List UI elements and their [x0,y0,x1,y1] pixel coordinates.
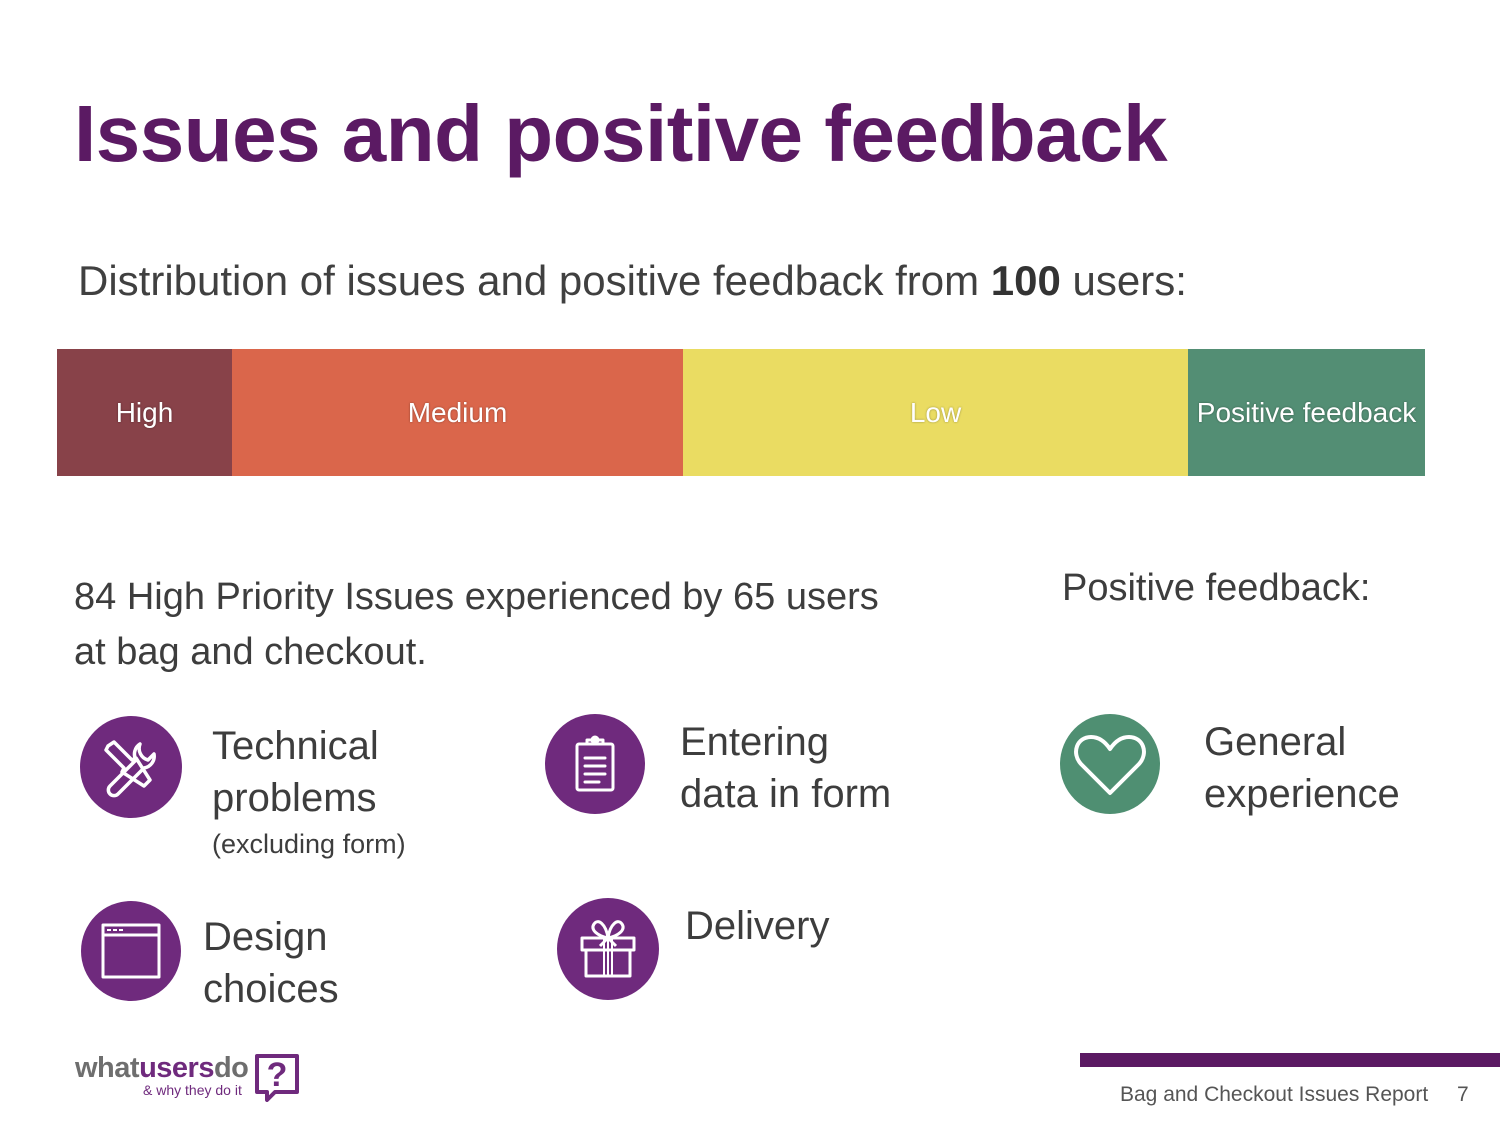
category-entering-data: Entering data in form [680,716,891,820]
brand-tagline: & why they do it [143,1082,242,1098]
segment-low-label: Low [909,396,962,428]
category-technical: Technical problems [212,720,379,824]
category-technical-line2: problems [212,776,377,820]
distribution-bar: High Medium Low Positive feedback [57,349,1425,476]
category-design-line2: choices [203,967,339,1011]
category-general-experience: General experience [1204,716,1400,820]
segment-positive-feedback: Positive feedback [1188,349,1425,476]
category-entering-line2: data in form [680,772,892,816]
browser-window-icon [81,901,181,1001]
subtitle-suffix: users: [1072,257,1187,304]
issues-summary: 84 High Priority Issues experienced by 6… [74,570,1014,680]
heart-icon [1060,714,1160,814]
summary-line-1: 84 High Priority Issues experienced by 6… [74,576,879,618]
segment-high-label: High [115,396,174,428]
wrench-screwdriver-icon [80,716,182,818]
segment-medium: Medium [232,349,683,476]
category-technical-line1: Technical [212,724,379,768]
category-technical-note: (excluding form) [212,829,406,859]
user-count: 100 [990,257,1061,304]
distribution-subtitle: Distribution of issues and positive feed… [78,257,1187,305]
clipboard-icon [545,714,645,814]
category-delivery: Delivery [685,900,829,952]
category-design-line1: Design [203,915,328,959]
positive-feedback-heading: Positive feedback: [1062,567,1371,609]
logo-question-mark-icon: ? [253,1052,301,1102]
page-number: 7 [1457,1083,1469,1106]
category-general-line1: General [1204,720,1347,764]
category-entering-line1: Entering [680,720,829,764]
footer-rule [1080,1053,1500,1067]
logo-do: do [213,1052,249,1084]
footer-report-title: Bag and Checkout Issues Report [1120,1083,1429,1106]
gift-box-icon [557,898,659,1000]
category-general-line2: experience [1204,772,1400,816]
logo-what: what [75,1052,140,1084]
category-design: Design choices [203,911,339,1015]
segment-low: Low [683,349,1188,476]
category-delivery-line1: Delivery [685,904,830,948]
segment-high: High [57,349,232,476]
summary-line-2: at bag and checkout. [74,631,427,673]
slide-title: Issues and positive feedback [74,89,1168,178]
segment-positive-label: Positive feedback [1196,396,1417,428]
logo-users: users [139,1052,214,1084]
subtitle-prefix: Distribution of issues and positive feed… [78,257,980,304]
segment-medium-label: Medium [407,396,508,428]
brand-logo: whatusersdo [75,1052,249,1085]
logo-mark-text: ? [267,1056,288,1094]
